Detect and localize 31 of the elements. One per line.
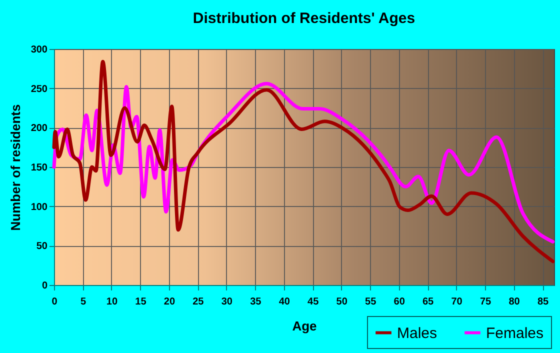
y-tick-label: 250 [30, 84, 48, 95]
y-tick-label: 0 [42, 280, 48, 292]
x-tick-label: 25 [192, 296, 204, 308]
y-axis-title: Number of residents [8, 104, 23, 231]
y-tick-label: 300 [30, 44, 48, 56]
x-tick-label: 5 [80, 296, 86, 308]
x-tick-label: 80 [508, 296, 520, 308]
x-tick-label: 85 [537, 296, 550, 308]
x-tick-label: 35 [250, 296, 262, 308]
line-series [52, 60, 555, 264]
x-tick-label: 0 [52, 296, 58, 308]
y-tick-label: 50 [36, 241, 48, 252]
chart-title: Distribution of Residents' Ages [192, 10, 416, 27]
y-tick-label: 100 [30, 202, 48, 213]
x-tick-label: 65 [422, 296, 434, 308]
x-tick-label: 30 [221, 296, 233, 308]
x-tick-label: 55 [365, 296, 377, 308]
x-tick-label: 15 [135, 296, 147, 308]
x-tick-label: 70 [451, 296, 463, 308]
x-tick-label: 10 [106, 296, 118, 308]
x-tick-label: 20 [164, 296, 176, 308]
y-tick-label: 150 [30, 162, 48, 174]
x-tick-label: 40 [278, 296, 290, 308]
x-tick-label: 45 [308, 296, 320, 308]
x-tick-label: 50 [336, 296, 348, 308]
x-axis-title: Age [292, 318, 317, 334]
legend-label: Males [397, 324, 438, 342]
x-tick-label: 75 [480, 296, 492, 308]
y-tick-label: 200 [30, 123, 48, 134]
legend-label: Females [486, 324, 544, 342]
x-tick-label: 60 [394, 296, 406, 308]
